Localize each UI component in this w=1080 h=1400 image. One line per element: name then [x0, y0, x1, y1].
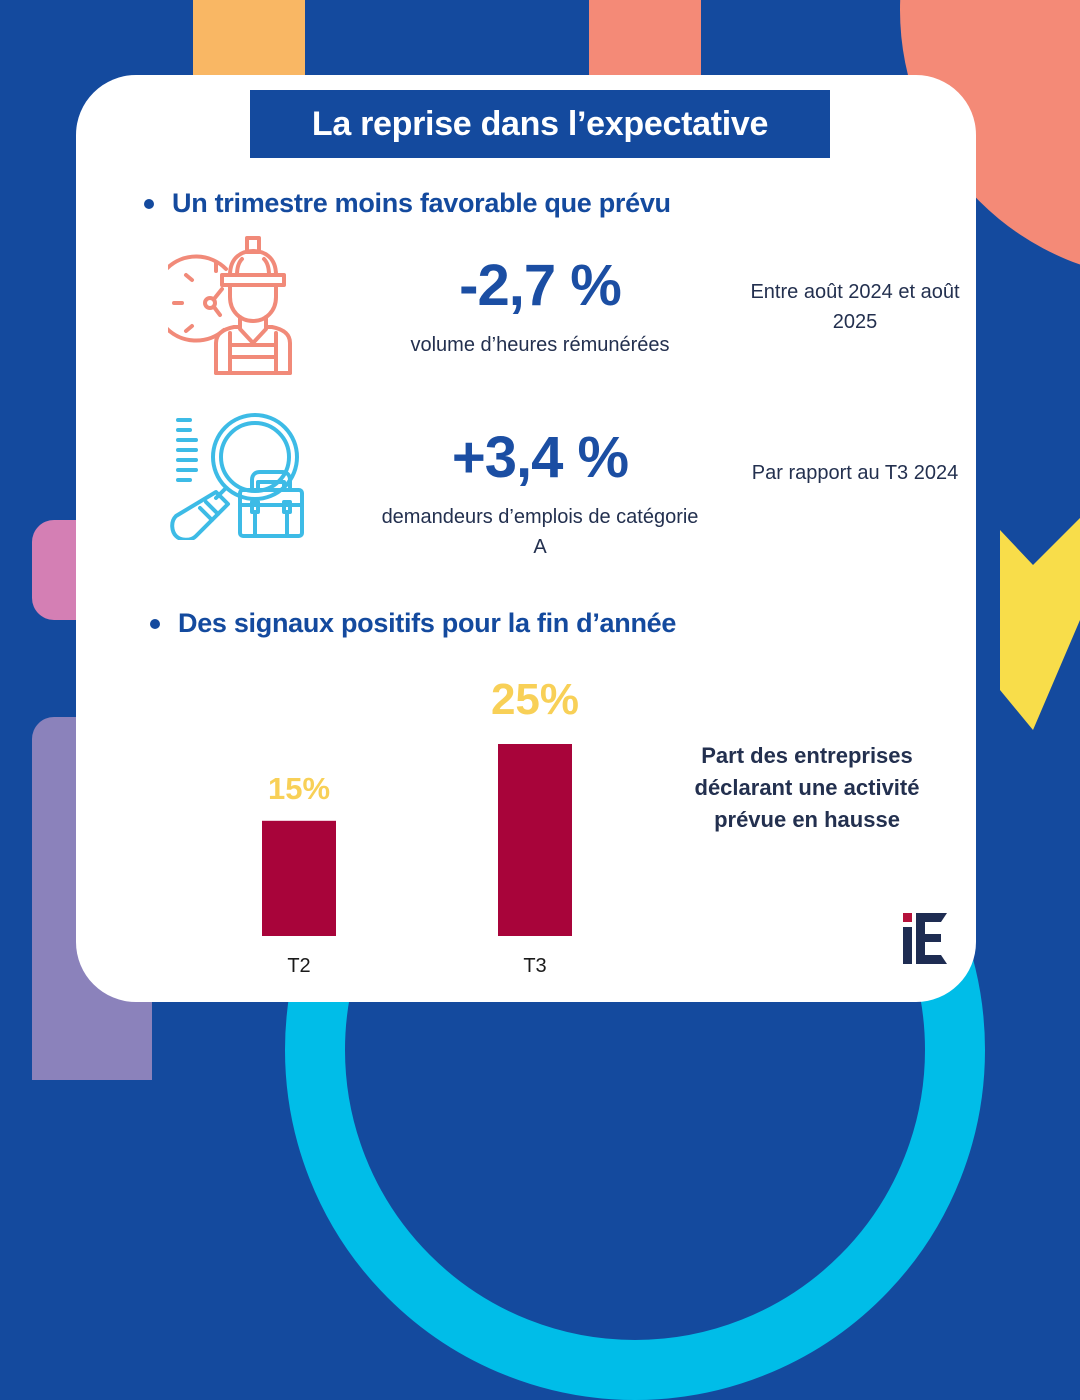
section-heading-signals: Des signaux positifs pour la fin d’année: [150, 608, 676, 639]
decor-yellow-chevron: [1000, 518, 1080, 730]
stat-note-hours: Entre août 2024 et août 2025: [750, 281, 960, 333]
stat-label-jobseekers: demandeurs d’emplois de catégorie A: [381, 506, 699, 558]
ie-logo: [903, 913, 947, 964]
category-label-t3: T3: [523, 955, 546, 977]
section-heading-trimester: Un trimestre moins favorable que prévu: [144, 188, 671, 219]
bar-t3: [498, 744, 572, 936]
bullet-icon: [144, 198, 154, 209]
stat-note-jobseekers: Par rapport au T3 2024: [751, 462, 959, 484]
category-label-t2: T2: [287, 955, 310, 977]
data-label-t3: 25%: [491, 675, 579, 724]
data-label-t2: 15%: [268, 771, 330, 806]
bar-chart: 15% T2 25% T3: [262, 675, 579, 977]
job-search-icon: [170, 413, 304, 540]
stat-value-jobseekers: +3,4 %: [451, 425, 629, 490]
page-title: La reprise dans l’expectative: [311, 104, 769, 143]
section-heading-text: Un trimestre moins favorable que prévu: [172, 188, 671, 218]
bullet-icon: [150, 618, 160, 629]
section-heading-text: Des signaux positifs pour la fin d’année: [178, 608, 677, 638]
stat-label-hours: volume d’heures rémunérées: [410, 334, 670, 356]
chart-description: Part des entreprises déclarant une activ…: [694, 743, 920, 832]
title-banner: La reprise dans l’expectative: [250, 90, 830, 158]
stat-value-hours: -2,7 %: [459, 253, 622, 318]
worker-clock-icon: [168, 236, 292, 375]
bar-t2: [262, 820, 336, 936]
